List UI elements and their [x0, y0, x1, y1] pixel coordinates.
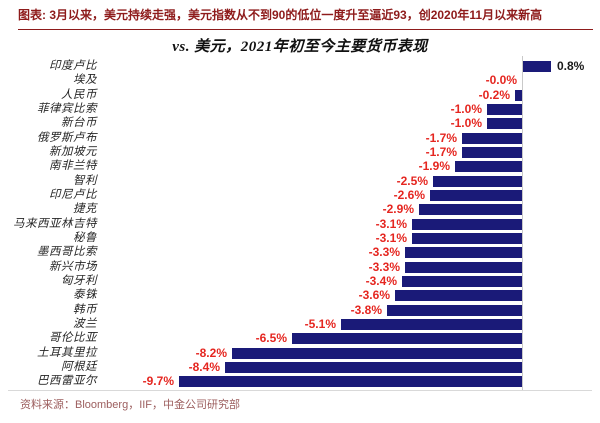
value-label: -1.7%: [425, 131, 457, 145]
bar: [433, 176, 522, 187]
category-label: 新兴市场: [49, 261, 97, 273]
bar: [341, 319, 522, 330]
bar: [430, 190, 522, 201]
value-label: -3.8%: [350, 303, 382, 317]
value-label: -3.1%: [375, 217, 407, 231]
category-label: 哥伦比亚: [49, 332, 97, 344]
value-label: -1.0%: [450, 116, 482, 130]
value-label: -3.6%: [358, 288, 390, 302]
category-label: 印尼卢比: [49, 189, 97, 201]
value-label: -0.0%: [485, 73, 517, 87]
bar: [402, 276, 522, 287]
category-label: 土耳其里拉: [37, 347, 97, 359]
bar: [487, 118, 522, 129]
value-label: -1.7%: [425, 145, 457, 159]
category-label: 匈牙利: [61, 275, 97, 287]
category-label: 阿根廷: [61, 361, 97, 373]
value-label: -6.5%: [255, 331, 287, 345]
value-label: -2.6%: [393, 188, 425, 202]
bar: [487, 104, 522, 115]
chart-title: vs. 美元，2021年初至今主要货币表现: [172, 39, 428, 55]
category-label: 捷克: [73, 203, 97, 215]
category-label: 巴西雷亚尔: [37, 375, 97, 387]
bar: [405, 247, 522, 258]
category-label: 韩币: [73, 304, 97, 316]
bar: [523, 61, 551, 72]
value-label: -1.0%: [450, 102, 482, 116]
bar: [462, 147, 522, 158]
bar: [419, 204, 522, 215]
category-label: 马来西亚林吉特: [13, 218, 97, 230]
category-label: 泰铢: [73, 289, 97, 301]
value-label: -2.5%: [396, 174, 428, 188]
value-label: -2.9%: [382, 202, 414, 216]
value-label: -5.1%: [304, 317, 336, 331]
category-label: 菲律宾比索: [37, 103, 97, 115]
category-label: 印度卢比: [49, 60, 97, 72]
category-label: 埃及: [73, 74, 97, 86]
category-label: 秘鲁: [73, 232, 97, 244]
bar: [405, 262, 522, 273]
value-label: -3.3%: [368, 245, 400, 259]
value-label: 0.8%: [557, 59, 585, 73]
caption-underline: [18, 29, 593, 30]
value-label: -0.2%: [478, 88, 510, 102]
figure-caption: 图表: 3月以来，美元持续走强，美元指数从不到90的低位一度升至逼近93，创20…: [18, 8, 543, 22]
category-label: 南非兰特: [49, 160, 97, 172]
source-divider: [8, 390, 592, 391]
bar: [225, 362, 522, 373]
bar: [462, 133, 522, 144]
bar: [412, 233, 522, 244]
value-label: -3.4%: [365, 274, 397, 288]
category-label: 新台币: [61, 117, 97, 129]
value-label: -1.9%: [418, 159, 450, 173]
category-label: 智利: [73, 175, 97, 187]
source-note: 资料来源：Bloomberg，IIF，中金公司研究部: [20, 399, 241, 411]
category-label: 新加坡元: [49, 146, 97, 158]
bar: [232, 348, 522, 359]
value-label: -3.3%: [368, 260, 400, 274]
value-label: -9.7%: [142, 374, 174, 388]
bar: [387, 305, 522, 316]
value-label: -3.1%: [375, 231, 407, 245]
value-label: -8.2%: [195, 346, 227, 360]
zero-axis-line: [522, 56, 523, 390]
category-label: 俄罗斯卢布: [37, 132, 97, 144]
bar: [292, 333, 522, 344]
category-label: 波兰: [73, 318, 97, 330]
bar: [515, 90, 522, 101]
category-label: 墨西哥比索: [37, 246, 97, 258]
category-label: 人民币: [61, 89, 97, 101]
bar: [412, 219, 522, 230]
bar: [455, 161, 522, 172]
value-label: -8.4%: [188, 360, 220, 374]
bar-chart-plot: 印度卢比 0.8% 埃及 -0.0% 人民币 -0.2% 菲律宾比索 -1.0% 新台币 -1.0…: [0, 56, 600, 390]
bar: [179, 376, 522, 387]
bar: [395, 290, 522, 301]
